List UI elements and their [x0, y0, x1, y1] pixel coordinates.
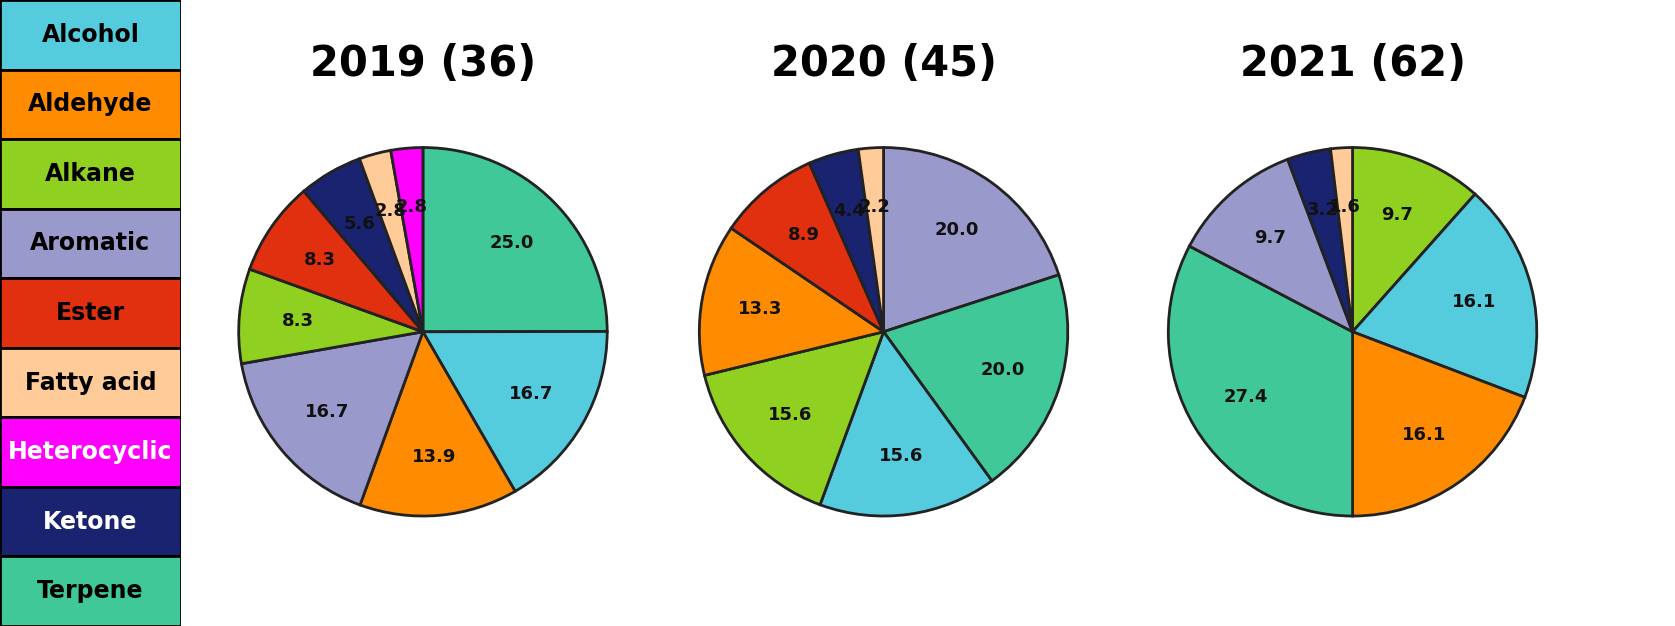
Text: Alkane: Alkane [45, 162, 136, 186]
Wedge shape [732, 163, 884, 332]
Title: 2020 (45): 2020 (45) [770, 43, 997, 86]
Text: 8.9: 8.9 [787, 227, 819, 245]
Text: Alcohol: Alcohol [42, 23, 139, 47]
Bar [0, 278, 181, 348]
Text: 20.0: 20.0 [935, 222, 980, 239]
Wedge shape [883, 148, 1059, 332]
Text: 2.2: 2.2 [859, 198, 891, 216]
Text: 3.2: 3.2 [1306, 201, 1338, 219]
Wedge shape [360, 332, 516, 516]
Text: 15.6: 15.6 [879, 447, 923, 465]
Wedge shape [250, 191, 422, 332]
Wedge shape [390, 148, 424, 332]
Text: 9.7: 9.7 [1253, 229, 1285, 247]
Text: 5.6: 5.6 [343, 215, 375, 232]
Wedge shape [858, 148, 884, 332]
Text: 2.8: 2.8 [374, 202, 407, 220]
Text: 16.1: 16.1 [1402, 426, 1446, 444]
Text: 25.0: 25.0 [489, 234, 534, 252]
Wedge shape [241, 332, 422, 505]
Bar [0, 557, 181, 626]
Wedge shape [303, 159, 422, 332]
Text: 13.9: 13.9 [412, 448, 456, 466]
Wedge shape [821, 332, 992, 516]
Text: 16.7: 16.7 [509, 386, 554, 403]
Text: 20.0: 20.0 [980, 361, 1025, 379]
Wedge shape [1169, 246, 1353, 516]
Bar [0, 69, 181, 139]
Wedge shape [240, 269, 422, 364]
Text: 4.4: 4.4 [834, 202, 866, 220]
Text: Aromatic: Aromatic [30, 232, 151, 255]
Text: 1.6: 1.6 [1330, 198, 1362, 216]
Wedge shape [1352, 332, 1524, 516]
Text: 13.3: 13.3 [739, 300, 782, 319]
Text: 8.3: 8.3 [281, 312, 315, 330]
Wedge shape [422, 332, 606, 491]
Bar [0, 0, 181, 69]
Bar [0, 487, 181, 557]
Wedge shape [1189, 160, 1353, 332]
Bar [0, 348, 181, 418]
Text: Heterocyclic: Heterocyclic [8, 440, 173, 464]
Text: Ester: Ester [55, 301, 126, 325]
Wedge shape [705, 332, 884, 505]
Wedge shape [700, 228, 884, 376]
Text: Aldehyde: Aldehyde [28, 92, 152, 116]
Wedge shape [1353, 194, 1536, 398]
Text: 27.4: 27.4 [1223, 387, 1268, 406]
Bar [0, 208, 181, 278]
Text: 9.7: 9.7 [1382, 206, 1414, 223]
Bar [0, 418, 181, 487]
Text: 16.7: 16.7 [305, 403, 348, 421]
Bar [0, 139, 181, 208]
Wedge shape [1288, 149, 1353, 332]
Title: 2019 (36): 2019 (36) [310, 43, 536, 86]
Text: 8.3: 8.3 [305, 251, 337, 269]
Text: 15.6: 15.6 [767, 406, 812, 424]
Text: Ketone: Ketone [44, 510, 137, 534]
Wedge shape [809, 149, 884, 332]
Text: 16.1: 16.1 [1452, 293, 1496, 311]
Text: Fatty acid: Fatty acid [25, 371, 156, 394]
Text: Terpene: Terpene [37, 579, 144, 603]
Title: 2021 (62): 2021 (62) [1240, 43, 1466, 86]
Wedge shape [1330, 148, 1353, 332]
Wedge shape [884, 275, 1067, 481]
Wedge shape [422, 148, 606, 332]
Wedge shape [360, 150, 422, 332]
Wedge shape [1352, 148, 1476, 332]
Text: 2.8: 2.8 [395, 198, 427, 216]
